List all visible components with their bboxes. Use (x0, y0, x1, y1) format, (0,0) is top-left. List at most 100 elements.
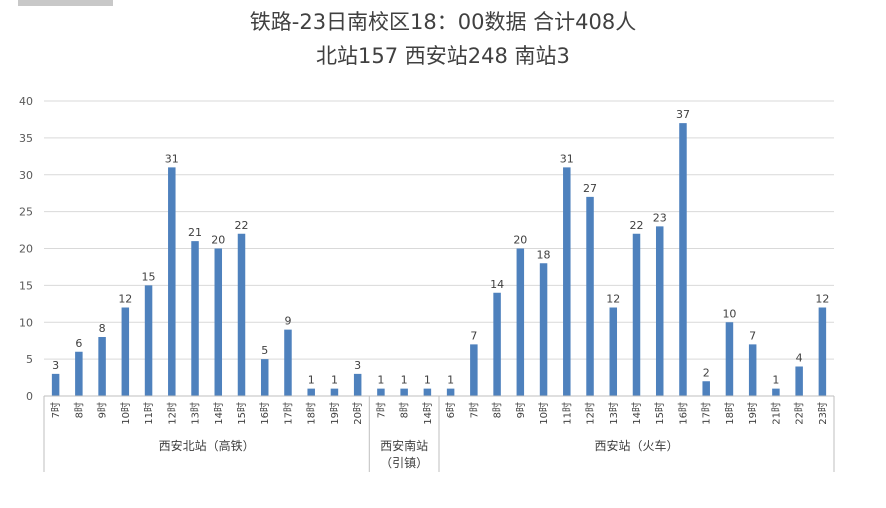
bar (702, 381, 710, 396)
data-label: 1 (447, 374, 454, 387)
data-label: 1 (331, 374, 338, 387)
x-tick-label: 14时 (213, 402, 225, 425)
group-label: 西安站（火车） (594, 438, 678, 453)
x-tick-label: 23时 (817, 402, 829, 425)
bar (632, 233, 641, 396)
x-tick-label: 21时 (770, 402, 782, 425)
data-label: 27 (583, 182, 597, 195)
x-tick-label: 18时 (724, 402, 736, 425)
x-tick-label: 13时 (190, 402, 202, 425)
bar (214, 248, 223, 396)
group-label: 西安北站（高铁） (159, 438, 255, 453)
bar (377, 388, 385, 396)
data-label: 3 (354, 359, 361, 372)
x-tick-label: 22时 (794, 402, 806, 425)
bar (144, 285, 153, 396)
data-label: 2 (703, 366, 710, 379)
x-tick-label: 16时 (677, 402, 689, 425)
data-label: 1 (424, 374, 431, 387)
chart-subtitle: 北站157 西安站248 南站3 (316, 44, 570, 68)
x-tick-label: 10时 (538, 402, 550, 425)
y-tick-label: 5 (26, 353, 33, 366)
data-label: 5 (261, 344, 268, 357)
data-label: 31 (560, 152, 574, 165)
bar (423, 388, 432, 396)
data-label: 12 (118, 293, 132, 306)
bar (563, 167, 571, 396)
data-label: 1 (772, 374, 779, 387)
y-tick-label: 30 (19, 169, 33, 182)
bar (98, 337, 106, 396)
bar (725, 322, 734, 396)
data-label: 20 (513, 234, 527, 247)
y-tick-label: 15 (19, 279, 33, 292)
data-label: 9 (284, 315, 291, 328)
x-tick-label: 18时 (306, 402, 318, 425)
x-tick-label: 7时 (50, 402, 62, 418)
data-label: 15 (142, 270, 156, 283)
data-label: 20 (211, 234, 225, 247)
y-tick-label: 20 (19, 243, 33, 256)
x-tick-label: 12时 (166, 402, 178, 425)
bar (400, 388, 408, 396)
bar (284, 329, 292, 396)
y-tick-label: 35 (19, 132, 33, 145)
x-tick-label: 9时 (515, 402, 527, 418)
data-label: 23 (653, 211, 667, 224)
data-label: 31 (165, 152, 179, 165)
x-tick-label: 12时 (585, 402, 597, 425)
bar (446, 388, 455, 396)
bar (748, 344, 757, 396)
bar (586, 196, 594, 396)
y-tick-label: 10 (19, 316, 33, 329)
bar (516, 248, 525, 396)
data-label: 37 (676, 108, 690, 121)
x-tick-label: 20时 (352, 402, 364, 425)
bar (795, 366, 803, 396)
x-tick-label: 8时 (399, 402, 411, 418)
x-tick-label: 13时 (608, 402, 620, 425)
x-tick-label: 15时 (654, 402, 666, 425)
x-tick-label: 7时 (468, 402, 480, 418)
data-label: 12 (606, 293, 620, 306)
data-label: 1 (401, 374, 408, 387)
x-tick-label: 11时 (561, 402, 573, 425)
x-tick-label: 10时 (120, 402, 132, 425)
data-label: 10 (722, 307, 736, 320)
bar (679, 123, 687, 396)
data-label: 1 (377, 374, 384, 387)
bar (493, 292, 501, 396)
data-label: 7 (470, 329, 477, 342)
group-label: 西安南站 (380, 438, 428, 453)
bar (655, 226, 664, 396)
bar (260, 359, 269, 396)
bar (121, 307, 130, 396)
x-tick-label: 17时 (282, 402, 294, 425)
bar (353, 373, 362, 396)
chart-title: 铁路-23日南校区18：00数据 合计408人 (249, 10, 637, 34)
data-label: 22 (630, 219, 644, 232)
bar (168, 167, 176, 396)
y-tick-label: 0 (26, 390, 33, 403)
x-tick-label: 14时 (422, 402, 434, 425)
bar (818, 307, 827, 396)
data-label: 22 (235, 219, 249, 232)
x-tick-label: 19时 (747, 402, 759, 425)
x-tick-label: 14时 (631, 402, 643, 425)
x-tick-label: 9时 (97, 402, 109, 418)
bar (237, 233, 246, 396)
data-label: 7 (749, 329, 756, 342)
data-label: 8 (99, 322, 106, 335)
x-tick-label: 6时 (445, 402, 457, 418)
bar (609, 307, 618, 396)
data-label: 6 (75, 337, 82, 350)
data-label: 18 (537, 248, 551, 261)
x-tick-label: 11时 (143, 402, 155, 425)
y-tick-label: 25 (19, 206, 33, 219)
data-label: 12 (815, 293, 829, 306)
bar (51, 373, 60, 396)
x-tick-label: 16时 (259, 402, 271, 425)
data-label: 3 (52, 359, 59, 372)
bar (772, 388, 780, 396)
